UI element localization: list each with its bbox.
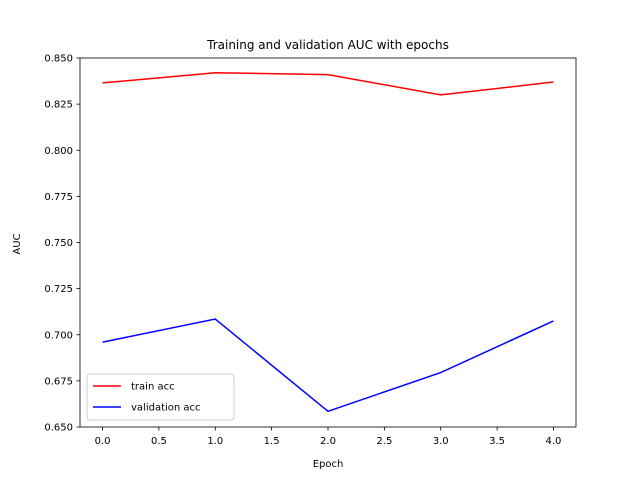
x-tick-label: 3.5: [489, 436, 505, 447]
x-axis-label: Epoch: [313, 459, 344, 470]
x-tick-label: 0.5: [151, 436, 167, 447]
legend-label-1: validation acc: [131, 403, 201, 414]
y-tick-label: 0.700: [44, 330, 73, 341]
y-tick-label: 0.800: [44, 146, 73, 157]
legend: train acc validation acc: [86, 373, 235, 421]
x-tick-label: 2.5: [376, 436, 392, 447]
y-tick-label: 0.850: [44, 54, 73, 65]
legend-label-0: train acc: [131, 382, 175, 393]
x-tick-label: 1.0: [207, 436, 223, 447]
legend-box: [86, 373, 235, 421]
y-tick-label: 0.825: [44, 100, 73, 111]
x-tick-label: 2.0: [320, 436, 336, 447]
series-line-1: [102, 318, 554, 413]
chart-title: Training and validation AUC with epochs: [206, 38, 449, 52]
series-line-0: [102, 72, 554, 96]
y-tick-label: 0.650: [44, 423, 73, 434]
x-tick-label: 3.0: [433, 436, 449, 447]
x-tick-label: 0.0: [95, 436, 111, 447]
y-tick-label: 0.750: [44, 238, 73, 249]
y-axis-label: AUC: [12, 233, 23, 254]
y-tick-label: 0.725: [44, 284, 73, 295]
x-tick-label: 4.0: [546, 436, 562, 447]
y-tick-label: 0.775: [44, 192, 73, 203]
plot-area: 0.0 0.5 1.0 1.5 2.0 2.5 3.0 3.5 4.0 0.650 0.675 0.7…: [44, 54, 577, 447]
y-tick-label: 0.675: [44, 376, 73, 387]
x-tick-label: 1.5: [264, 436, 280, 447]
